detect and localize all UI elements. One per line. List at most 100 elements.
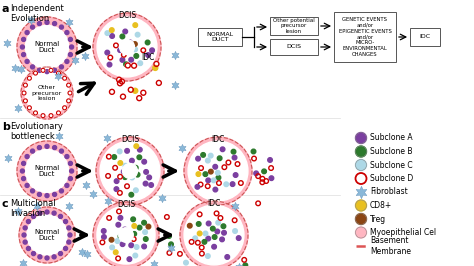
Circle shape	[118, 149, 122, 154]
Circle shape	[30, 25, 35, 29]
Circle shape	[105, 50, 109, 55]
Circle shape	[147, 175, 152, 180]
Circle shape	[63, 76, 67, 80]
Circle shape	[124, 62, 128, 66]
Circle shape	[137, 225, 142, 230]
Circle shape	[68, 161, 73, 165]
Circle shape	[200, 245, 204, 250]
Text: a: a	[2, 4, 9, 14]
Circle shape	[218, 216, 223, 220]
Circle shape	[217, 181, 221, 185]
Circle shape	[31, 252, 36, 256]
Circle shape	[37, 68, 41, 72]
Circle shape	[68, 177, 73, 181]
Circle shape	[59, 25, 64, 29]
Circle shape	[183, 260, 188, 265]
Circle shape	[52, 211, 56, 215]
Circle shape	[189, 240, 194, 244]
Text: Basement
Membrane: Basement Membrane	[370, 236, 411, 256]
Circle shape	[203, 172, 208, 176]
Circle shape	[110, 245, 114, 250]
Circle shape	[123, 29, 128, 34]
Circle shape	[127, 257, 132, 261]
Circle shape	[231, 149, 236, 154]
Circle shape	[30, 149, 35, 153]
Circle shape	[201, 153, 205, 157]
Circle shape	[37, 22, 41, 26]
Circle shape	[197, 212, 202, 217]
Text: DCIS: DCIS	[118, 11, 136, 20]
Circle shape	[237, 236, 241, 240]
Circle shape	[125, 148, 129, 153]
Circle shape	[45, 256, 49, 260]
Circle shape	[49, 114, 53, 118]
Circle shape	[23, 99, 27, 103]
Circle shape	[129, 57, 134, 62]
Circle shape	[213, 187, 218, 192]
Circle shape	[196, 156, 201, 161]
Circle shape	[215, 229, 219, 234]
Circle shape	[206, 158, 210, 163]
Circle shape	[118, 161, 123, 165]
Circle shape	[109, 89, 114, 94]
Circle shape	[356, 132, 366, 143]
Circle shape	[53, 68, 56, 72]
Circle shape	[218, 156, 222, 161]
Circle shape	[203, 231, 208, 236]
Circle shape	[27, 76, 31, 80]
Text: b: b	[2, 122, 10, 132]
Circle shape	[221, 224, 226, 228]
Circle shape	[22, 53, 26, 57]
Circle shape	[63, 106, 67, 110]
Circle shape	[45, 194, 49, 198]
Circle shape	[121, 169, 126, 174]
Circle shape	[142, 159, 146, 164]
Circle shape	[25, 155, 29, 159]
Circle shape	[20, 45, 24, 49]
Circle shape	[64, 247, 68, 251]
Circle shape	[149, 183, 154, 187]
Text: Other
precursor
lesion: Other precursor lesion	[32, 85, 62, 101]
Circle shape	[118, 190, 122, 195]
Circle shape	[167, 234, 171, 238]
Circle shape	[212, 244, 217, 249]
Circle shape	[133, 23, 137, 27]
Circle shape	[220, 147, 225, 152]
Circle shape	[200, 251, 204, 256]
Circle shape	[242, 257, 246, 262]
Circle shape	[49, 68, 53, 72]
FancyBboxPatch shape	[270, 17, 318, 35]
Text: DCIS: DCIS	[121, 135, 139, 144]
Circle shape	[37, 146, 41, 149]
Text: IDC: IDC	[211, 135, 225, 144]
Circle shape	[97, 206, 155, 264]
Text: Evolutionary
bottleneck: Evolutionary bottleneck	[10, 122, 63, 142]
Circle shape	[216, 171, 220, 175]
Circle shape	[143, 230, 147, 234]
Circle shape	[31, 214, 36, 218]
Circle shape	[209, 169, 213, 174]
Circle shape	[56, 71, 61, 75]
Circle shape	[134, 54, 138, 58]
Circle shape	[117, 209, 121, 214]
Circle shape	[224, 182, 228, 186]
Circle shape	[123, 227, 127, 232]
Circle shape	[114, 187, 118, 192]
Circle shape	[164, 215, 169, 219]
Circle shape	[125, 63, 130, 68]
Circle shape	[107, 154, 111, 159]
Circle shape	[25, 184, 29, 188]
Circle shape	[232, 155, 237, 160]
Circle shape	[153, 65, 158, 70]
Circle shape	[68, 233, 72, 237]
Circle shape	[23, 226, 27, 230]
Circle shape	[268, 158, 273, 162]
Circle shape	[184, 205, 244, 265]
Circle shape	[256, 174, 260, 178]
Circle shape	[22, 161, 26, 165]
Circle shape	[105, 31, 109, 35]
Text: Other potential
precursor
lesion: Other potential precursor lesion	[273, 18, 315, 34]
Circle shape	[233, 229, 237, 233]
Circle shape	[65, 31, 69, 35]
Circle shape	[22, 38, 26, 41]
